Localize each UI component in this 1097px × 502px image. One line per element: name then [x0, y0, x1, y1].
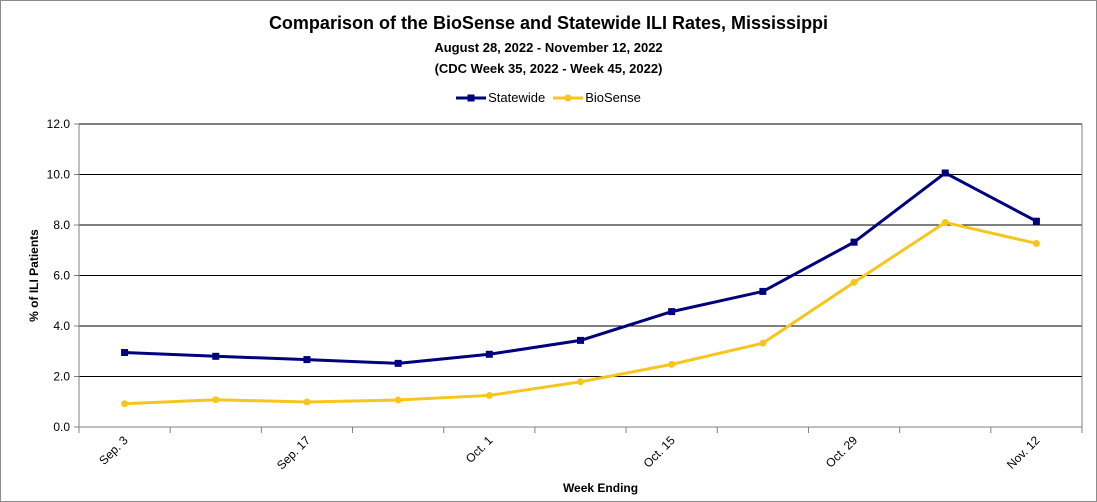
legend-biosense-swatch [553, 94, 584, 101]
legend-biosense-label: BioSense [585, 90, 641, 105]
legend-statewide-swatch [456, 94, 487, 101]
point-statewide-8 [850, 238, 858, 246]
point-statewide-1 [212, 352, 220, 360]
y-axis-title: % of ILI Patients [27, 229, 41, 322]
point-biosense-3 [394, 396, 402, 404]
chart-subtitle: August 28, 2022 - November 12, 2022 [434, 40, 663, 55]
legend-statewide-label: Statewide [488, 90, 546, 105]
point-biosense-6 [668, 360, 676, 368]
x-tick-label-0: Sep. 3 [96, 433, 131, 468]
point-statewide-10 [1032, 217, 1040, 225]
point-statewide-4 [485, 350, 493, 358]
y-tick-label-3: 6.0 [53, 269, 70, 283]
x-tick-label-8: Oct. 29 [823, 433, 860, 470]
x-tick-label-10: Nov. 12 [1004, 433, 1043, 472]
point-statewide-5 [577, 336, 584, 344]
point-statewide-9 [941, 169, 949, 177]
point-biosense-10 [1032, 239, 1040, 247]
series-line-statewide [124, 171, 1038, 365]
x-tick-label-4: Oct. 1 [463, 433, 496, 466]
point-statewide-7 [759, 287, 767, 295]
point-biosense-2 [303, 398, 311, 406]
legend-item-statewide: Statewide [456, 90, 545, 105]
point-biosense-0 [121, 400, 129, 408]
point-biosense-1 [212, 396, 220, 404]
chart-title: Comparison of the BioSense and Statewide… [268, 13, 829, 33]
legend: Statewide BioSense [0, 90, 1097, 105]
y-tick-label-6: 12.0 [47, 117, 71, 131]
point-biosense-8 [850, 278, 858, 286]
x-axis-title: Week Ending [563, 481, 638, 495]
point-statewide-0 [121, 349, 129, 357]
y-tick-label-2: 4.0 [53, 319, 70, 333]
point-statewide-6 [668, 308, 676, 316]
point-statewide-3 [394, 359, 402, 367]
legend-item-biosense: BioSense [553, 90, 641, 105]
y-tick-label-1: 2.0 [53, 370, 70, 384]
point-biosense-5 [577, 378, 584, 386]
x-tick-label-6: Oct. 15 [641, 433, 678, 470]
point-biosense-7 [759, 339, 767, 347]
point-statewide-2 [303, 356, 311, 364]
y-tick-label-0: 0.0 [53, 420, 70, 434]
y-tick-label-5: 10.0 [47, 168, 71, 182]
chart-subtitle-2: (CDC Week 35, 2022 - Week 45, 2022) [434, 61, 663, 76]
y-tick-label-4: 8.0 [53, 218, 70, 232]
point-biosense-4 [485, 391, 493, 399]
point-biosense-9 [941, 218, 949, 226]
x-tick-label-2: Sep. 17 [274, 433, 313, 472]
